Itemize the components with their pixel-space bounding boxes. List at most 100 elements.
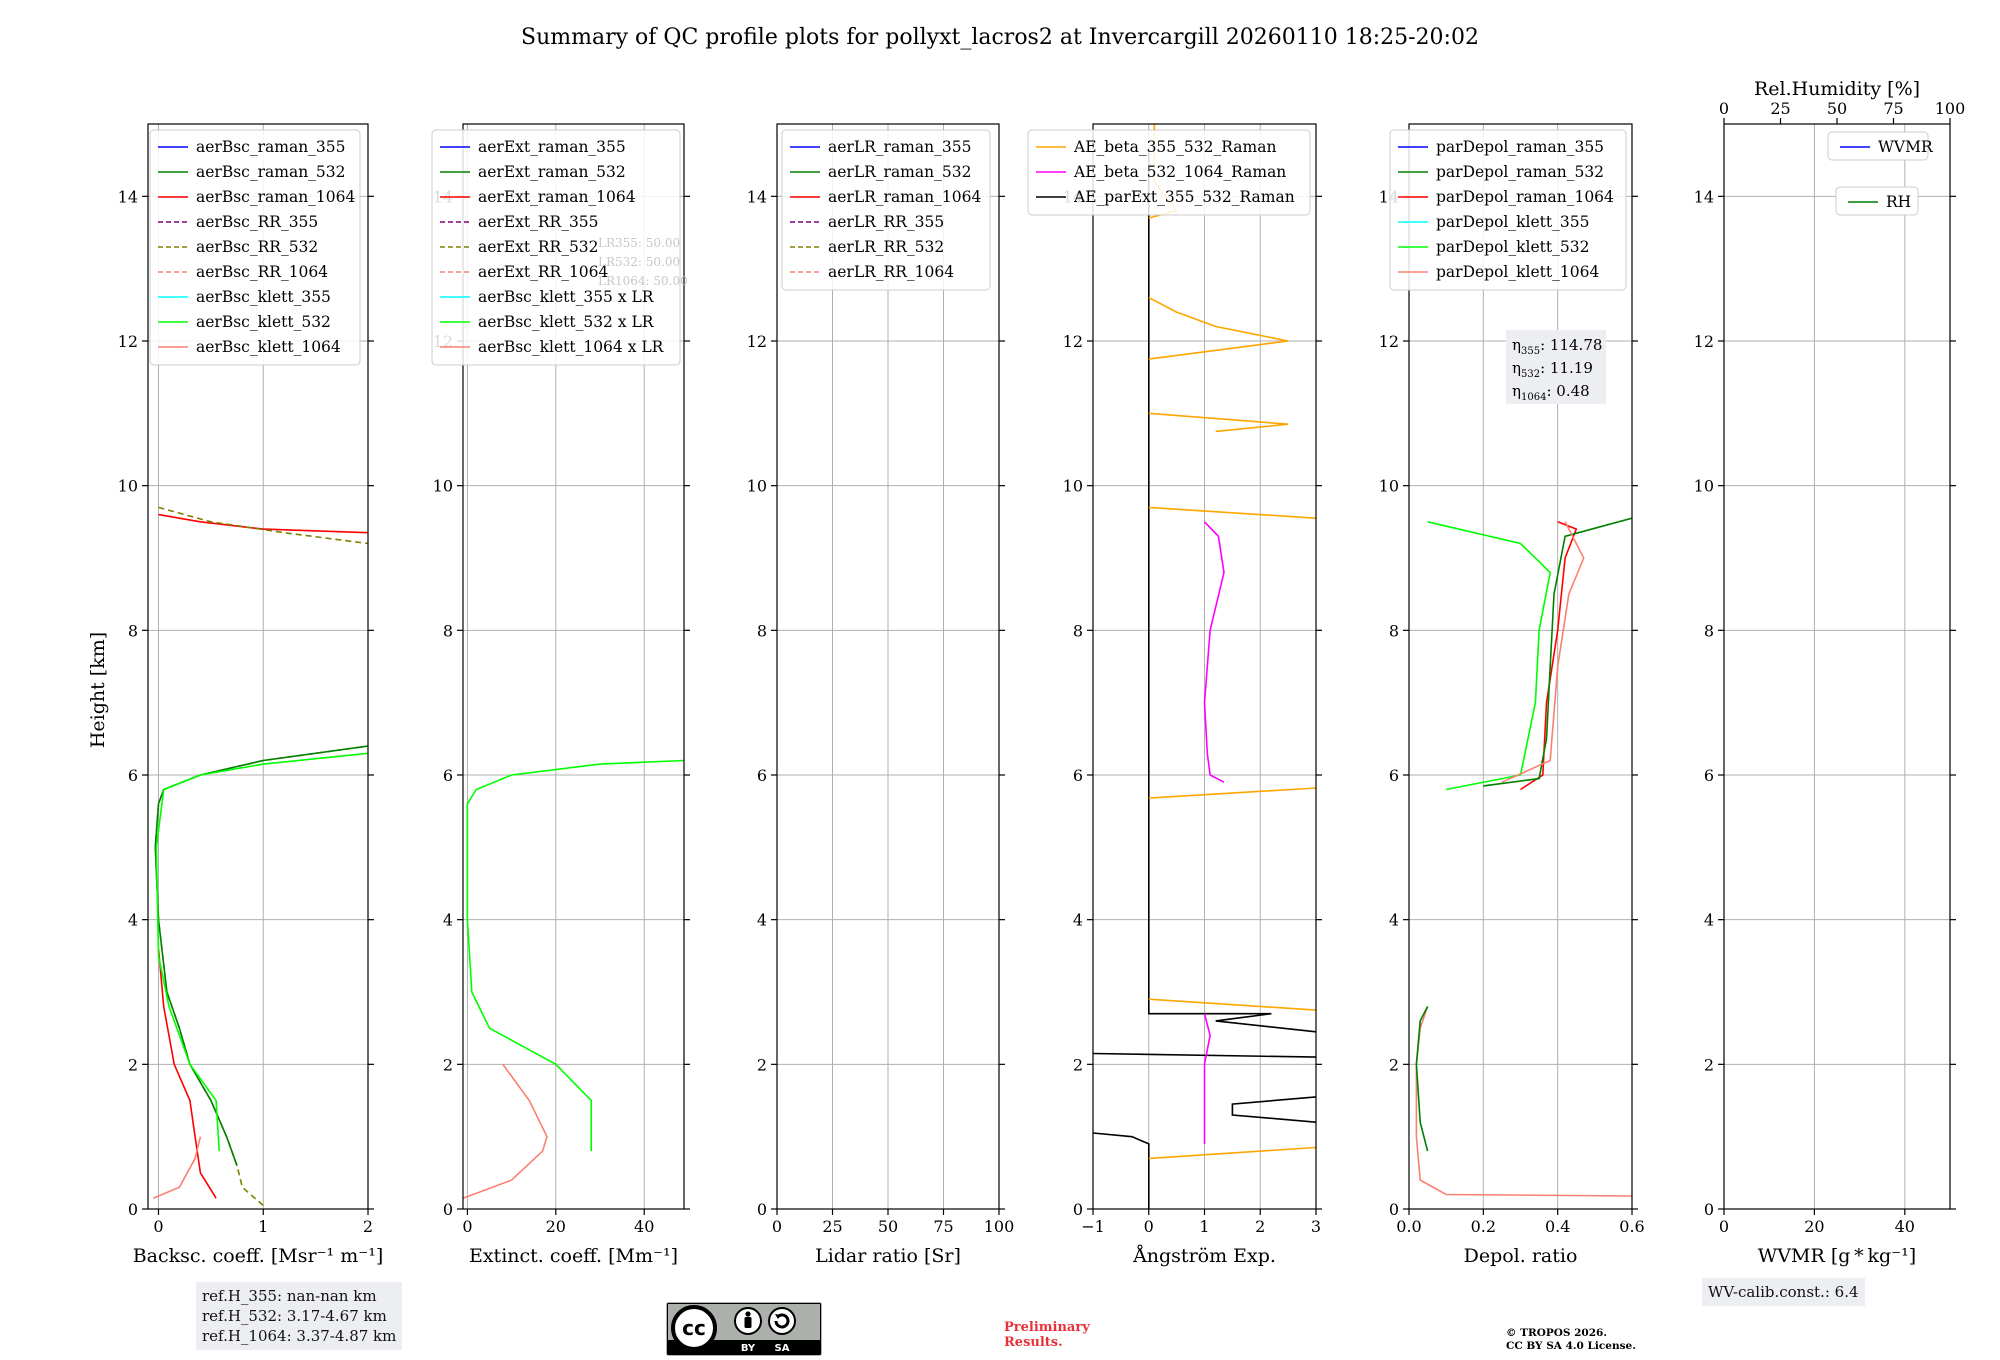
y-tick-label: 10 [1379, 477, 1399, 496]
legend-label: aerLR_RR_532 [828, 238, 944, 256]
legend: parDepol_raman_355 parDepol_raman_532 parD… [1389, 129, 1627, 291]
top-x-axis-label: Rel.Humidity [%] [1754, 78, 1920, 100]
x-tick-label: −1 [1081, 1217, 1105, 1236]
series-line-pardepol-klett-1064 [1415, 1006, 1632, 1197]
y-tick-label: 4 [128, 911, 138, 930]
preliminary-line-1: Preliminary [1004, 1320, 1090, 1335]
y-tick-label: 4 [1073, 911, 1083, 930]
legend-label: aerBsc_klett_1064 [196, 338, 341, 356]
legend: aerExt_raman_355 aerExt_raman_532 aerExt_r… [431, 129, 681, 366]
legend-label: AE_beta_532_1064_Raman [1073, 163, 1286, 181]
series-group [1415, 517, 1632, 1197]
legend-label: aerBsc_klett_355 x LR [478, 288, 655, 306]
y-axis-label: Height [km] [87, 632, 109, 748]
legend-label: aerBsc_RR_532 [196, 238, 318, 256]
legend-label: AE_beta_355_532_Raman [1073, 138, 1276, 156]
series-line-ae-beta-355-532-raman-e [1148, 412, 1289, 433]
eta-box [1506, 330, 1606, 404]
y-tick-label: 2 [443, 1055, 453, 1074]
y-tick-label: 6 [1704, 766, 1714, 785]
legend: AE_beta_355_532_Raman AE_beta_532_1064_Ra… [1027, 129, 1311, 216]
series-line-ae-parext-355-532-raman-upper [1148, 152, 1316, 1033]
legend-label: aerExt_raman_532 [478, 163, 626, 181]
by-label: BY [741, 1343, 756, 1354]
y-tick-label: 0 [1704, 1200, 1714, 1219]
wv-calib-box: WV-calib.const.: 6.4 [1702, 1278, 1865, 1306]
top-x-tick-label: 0 [1719, 99, 1729, 118]
series-line-aerbsc-klett-1064-x-lr [463, 1063, 548, 1199]
x-axis-label: Depol. ratio [1464, 1245, 1578, 1267]
legend-label: parDepol_raman_1064 [1436, 188, 1614, 206]
preliminary-results-note: Preliminary Results. [1004, 1320, 1090, 1350]
x-tick-label: 1 [1199, 1217, 1209, 1236]
panel-ae: −1012302468101214Ångström Exp.AE_beta_35… [1027, 123, 1322, 1267]
series-line-pardepol-klett-532-upper [1427, 521, 1552, 791]
copyright-line-2: CC BY SA 4.0 License. [1506, 1340, 1636, 1352]
y-tick-label: 0 [128, 1200, 138, 1219]
y-tick-label: 6 [443, 766, 453, 785]
legend-label: aerBsc_klett_532 x LR [478, 313, 655, 331]
legend: aerLR_raman_355 aerLR_raman_532 aerLR_rama… [781, 129, 991, 291]
y-tick-label: 0 [443, 1200, 453, 1219]
preliminary-line-2: Results. [1004, 1335, 1063, 1350]
legend-label: aerExt_raman_1064 [478, 188, 636, 206]
series-line-aerbsc-klett-532-x-lr [466, 759, 684, 1152]
y-tick-label: 10 [1063, 477, 1083, 496]
cc-by-sa-license-badge: cc BY SA [666, 1302, 822, 1356]
axes-frame [147, 123, 369, 1210]
legend-label: aerBsc_raman_532 [196, 163, 346, 181]
y-tick-label: 2 [128, 1055, 138, 1074]
y-tick-label: 10 [747, 477, 767, 496]
y-tick-label: 2 [1073, 1055, 1083, 1074]
y-tick-label: 8 [1704, 621, 1714, 640]
series-line-aerbsc-raman-1064 [157, 948, 217, 1199]
series-line-aerbsc-rr-532 [154, 745, 368, 1207]
wv-calib-const: WV-calib.const.: 6.4 [1708, 1283, 1859, 1301]
series-line-ae-parext-355-532-raman [1093, 1132, 1150, 1209]
y-tick-label: 10 [433, 477, 453, 496]
x-tick-label: 3 [1311, 1217, 1321, 1236]
x-tick-label: 0 [462, 1217, 472, 1236]
x-tick-label: 0.2 [1471, 1217, 1496, 1236]
x-axis-label: Backsc. coeff. [Msr⁻¹ m⁻¹] [133, 1245, 384, 1267]
x-tick-label: 20 [1804, 1217, 1824, 1236]
y-tick-label: 6 [1389, 766, 1399, 785]
y-tick-label: 12 [1379, 332, 1399, 351]
legend-label: aerBsc_klett_532 [196, 313, 331, 331]
x-tick-label: 40 [1895, 1217, 1915, 1236]
y-tick-label: 6 [1073, 766, 1083, 785]
legend-box [431, 129, 681, 366]
series-group [152, 506, 368, 1207]
y-tick-label: 12 [1694, 332, 1714, 351]
series-line-aerbsc-raman-532 [154, 745, 368, 1166]
lidar-ratio-label: LR1064: 50.00 [598, 274, 688, 288]
x-axis-label: Extinct. coeff. [Mm⁻¹] [469, 1245, 678, 1267]
y-tick-label: 8 [1073, 621, 1083, 640]
legend-label: aerExt_RR_355 [478, 213, 599, 231]
series-line-pardepol-klett-1064-upper [1501, 521, 1585, 783]
x-tick-label: 25 [822, 1217, 842, 1236]
eta-label: η1064: 0.48 [1512, 382, 1590, 403]
legend-label: aerLR_raman_355 [828, 138, 971, 156]
y-tick-label: 8 [443, 621, 453, 640]
axes-frame [1408, 123, 1633, 1210]
x-tick-label: 40 [634, 1217, 654, 1236]
figure-title: Summary of QC profile plots for pollyxt_… [521, 25, 1479, 50]
x-tick-label: 100 [984, 1217, 1015, 1236]
panel-lr: 0 25 50 75 100 0 2 4 6 8 10 12 14 Lidar ratio [Sr] aer… [747, 123, 1015, 1267]
x-tick-label: 0.6 [1619, 1217, 1644, 1236]
y-tick-label: 8 [128, 621, 138, 640]
legend-label: aerBsc_RR_355 [196, 213, 318, 231]
y-tick-label: 2 [1704, 1055, 1714, 1074]
legend-label: aerBsc_klett_1064 x LR [478, 338, 665, 356]
y-tick-label: 4 [1704, 911, 1714, 930]
panel-ext: 0204002468101214Extinct. coeff. [Mm⁻¹]ae… [431, 123, 690, 1267]
series-line-aerbsc-rr-532-upper [158, 506, 368, 545]
ref-heights-box: ref.H_355: nan-nan km ref.H_532: 3.17-4.… [196, 1282, 403, 1350]
legend-label: WVMR [1878, 138, 1934, 156]
y-tick-label: 6 [128, 766, 138, 785]
y-tick-label: 0 [1389, 1200, 1399, 1219]
legend-label: aerLR_RR_355 [828, 213, 944, 231]
legend-label: parDepol_raman_532 [1436, 163, 1604, 181]
